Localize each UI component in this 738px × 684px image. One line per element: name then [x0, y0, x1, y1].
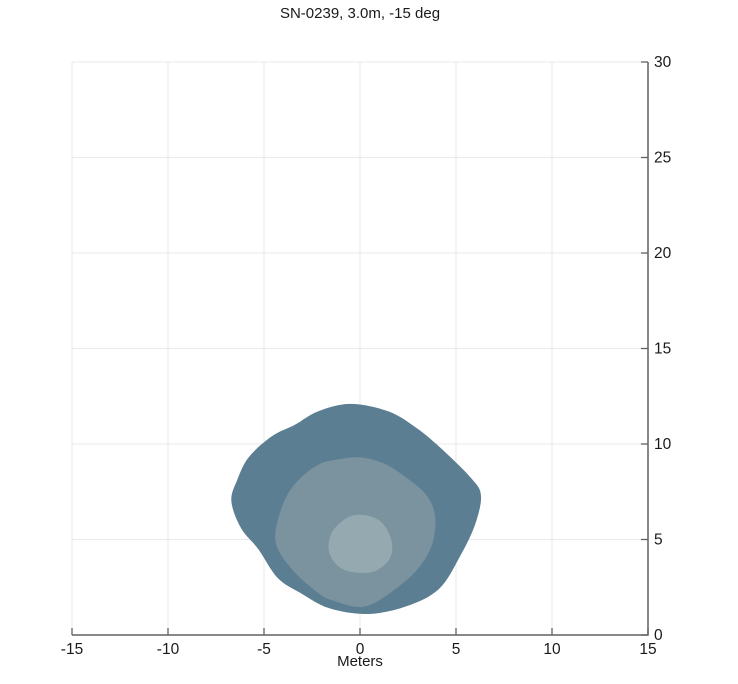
contour-inner-level	[328, 514, 393, 573]
x-axis-label: Meters	[337, 653, 383, 670]
x-tick-label: -10	[157, 641, 180, 658]
chart-title: SN-0239, 3.0m, -15 deg	[279, 5, 441, 22]
y-tick-label: 15	[654, 341, 671, 358]
x-tick-label: 15	[639, 641, 656, 658]
x-tick-label: 10	[543, 641, 561, 658]
contour-fills	[231, 403, 482, 615]
x-tick-label: -5	[257, 641, 271, 658]
x-tick-label: -15	[61, 641, 83, 658]
tick-marks	[71, 61, 649, 636]
y-tick-label: 25	[654, 150, 671, 167]
y-tick-label: 0	[654, 627, 663, 644]
x-tick-label: 5	[452, 641, 461, 658]
x-tick-label: 0	[356, 641, 365, 658]
y-tick-label: 20	[654, 245, 672, 262]
y-tick-label: 5	[654, 532, 663, 549]
y-tick-label: 30	[654, 54, 672, 71]
y-tick-label: 10	[654, 436, 672, 453]
